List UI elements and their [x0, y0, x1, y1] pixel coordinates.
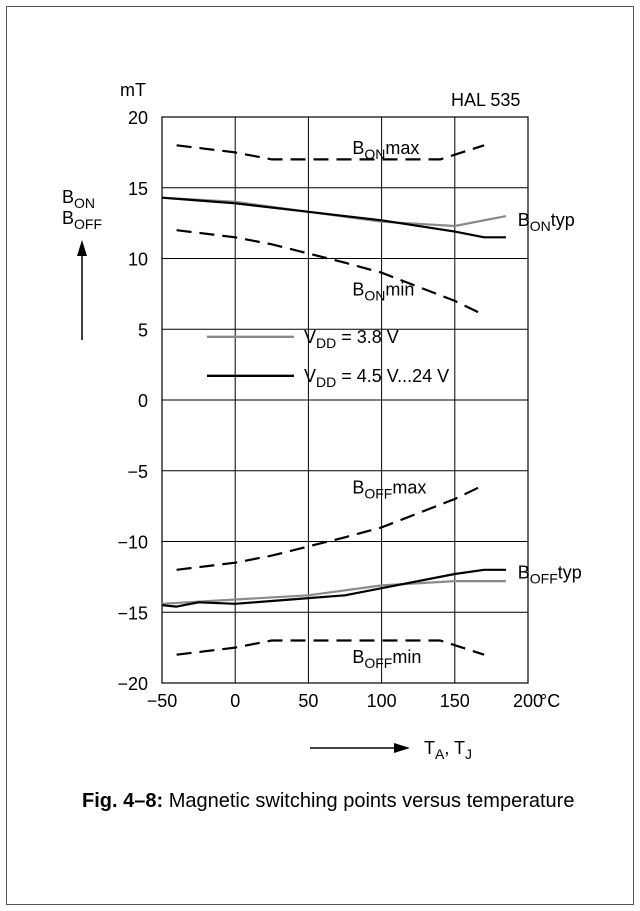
y-unit-label: mT — [120, 80, 146, 100]
annotation-b-off-min: BOFFmin — [352, 647, 421, 671]
legend-label-v45: VDD = 4.5 V...24 V — [304, 366, 449, 390]
chart-series — [161, 144, 507, 656]
y-tick-label: 10 — [128, 250, 148, 270]
legend-label-v38: VDD = 3.8 V — [304, 327, 399, 351]
series-b-off-typ-v45 — [161, 568, 506, 608]
annotation-b-off-typ: BOFFtyp — [518, 562, 582, 586]
annotation-b-on-max: BONmax — [352, 138, 419, 162]
x-tick-label: 200 — [513, 691, 543, 711]
x-axis-arrow-head — [394, 743, 410, 753]
model-label: HAL 535 — [451, 90, 520, 110]
x-unit-label: °C — [540, 691, 560, 711]
x-tick-label: 50 — [298, 691, 318, 711]
caption-label: Fig. 4–8: — [82, 790, 164, 812]
y-tick-label: 20 — [128, 108, 148, 128]
y-tick-label: 0 — [138, 391, 148, 411]
y-tick-label: −20 — [117, 674, 148, 694]
figure-caption: Fig. 4–8: Magnetic switching points vers… — [82, 789, 602, 813]
annotation-b-on-typ: BONtyp — [518, 210, 575, 234]
y-tick-label: 5 — [138, 320, 148, 340]
figure-frame — [6, 6, 634, 905]
series-b-on-min-limits — [176, 229, 485, 317]
annotation-b-on-min: BONmin — [352, 279, 414, 303]
y-axis-symbol: BON — [62, 187, 95, 211]
x-tick-label: 0 — [230, 691, 240, 711]
y-tick-label: −5 — [127, 462, 148, 482]
x-axis-label: TA, TJ — [424, 738, 472, 762]
series-b-on-typ-v45 — [161, 196, 506, 239]
y-tick-label: 15 — [128, 179, 148, 199]
x-tick-label: 150 — [440, 691, 470, 711]
caption-text: Magnetic switching points versus tempera… — [163, 790, 575, 812]
y-axis-arrow-head — [77, 240, 87, 256]
x-tick-label: 100 — [367, 691, 397, 711]
y-tick-label: −10 — [117, 533, 148, 553]
chart-grid — [161, 116, 529, 684]
y-tick-label: −15 — [117, 603, 148, 623]
x-tick-label: −50 — [147, 691, 178, 711]
series-b-off-typ-v38 — [161, 579, 506, 605]
y-axis-symbol: BOFF — [62, 208, 102, 232]
series-b-on-max-limits — [176, 144, 485, 161]
annotation-b-off-max: BOFFmax — [352, 477, 426, 501]
series-b-off-max-limits — [176, 483, 485, 571]
series-b-off-min-limits — [176, 639, 485, 656]
